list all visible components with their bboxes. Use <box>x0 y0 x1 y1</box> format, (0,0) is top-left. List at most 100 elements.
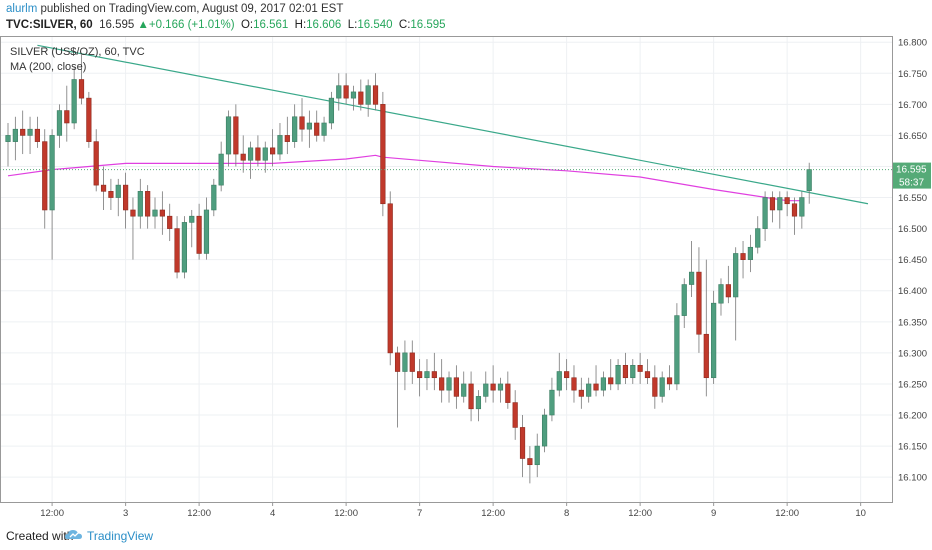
candle <box>424 359 430 391</box>
candle <box>372 73 379 111</box>
tradingview-brand-link[interactable]: TradingView <box>87 529 154 543</box>
y-tick-label: 16.700 <box>898 100 927 111</box>
candle <box>159 191 165 235</box>
publish-info: alurlm published on TradingView.com, Aug… <box>6 3 343 15</box>
candle-body-up <box>762 197 768 229</box>
open-label: O: <box>240 19 254 31</box>
candle-body-up <box>350 91 357 99</box>
x-tick-label: 12:00 <box>40 508 64 519</box>
candle-body-down <box>637 365 643 372</box>
candle <box>189 209 195 248</box>
candle-body-up <box>152 209 158 217</box>
candle-body-down <box>343 85 349 99</box>
candle-body-up <box>211 184 217 211</box>
x-tick-label: 7 <box>417 508 422 519</box>
y-tick-label: 16.300 <box>898 348 927 359</box>
candle <box>556 352 562 397</box>
candle <box>453 365 459 409</box>
candle-body-up <box>630 365 636 379</box>
price-chart[interactable]: 16.100 16.150 16.200 16.250 16.300 16.350 16.4… <box>0 36 932 522</box>
x-tick-label: 12:00 <box>775 508 799 519</box>
y-tick-label: 16.650 <box>898 131 927 142</box>
candle <box>27 116 33 155</box>
low-label: L: <box>347 19 358 31</box>
candle-body-up <box>292 116 298 142</box>
candle <box>475 390 482 422</box>
candle <box>255 135 261 167</box>
candle <box>262 141 268 173</box>
candle <box>34 116 41 148</box>
candle-body-up <box>27 128 33 136</box>
y-tick-label: 16.100 <box>898 473 927 484</box>
open-value: 16.561 <box>253 19 289 31</box>
candle-body-down <box>86 97 92 142</box>
candle <box>527 446 533 484</box>
candle <box>167 203 173 242</box>
candle-body-down <box>519 427 526 459</box>
candle-body-down <box>593 383 599 391</box>
candle <box>733 247 739 341</box>
candles <box>5 54 812 484</box>
close-value: 16.595 <box>410 19 446 31</box>
candle <box>314 110 320 142</box>
candle-body-down <box>791 203 798 217</box>
candle-body-up <box>799 197 805 217</box>
published-text: published on TradingView.com, August 09,… <box>37 3 344 15</box>
candle-body-up <box>688 271 695 285</box>
candle-body-down <box>42 141 48 211</box>
y-tick-label: 16.400 <box>898 286 927 297</box>
candle-body-up <box>137 191 143 217</box>
candle-body-down <box>387 203 393 354</box>
candle-body-down <box>299 116 305 130</box>
x-tick-label: 9 <box>711 508 716 519</box>
symbol-name: TVC:SILVER, 60 <box>6 19 93 31</box>
y-tick-label: 16.200 <box>898 411 927 422</box>
y-tick-label: 16.750 <box>898 69 927 80</box>
candle <box>769 191 776 223</box>
candle-body-up <box>402 352 408 372</box>
y-tick-label: 16.450 <box>898 255 927 266</box>
candle-body-up <box>747 246 753 260</box>
candle-body-down <box>578 389 584 397</box>
time-axis[interactable]: 12:00 3 12:00 4 12:00 7 12:00 8 12:00 9 12:00 10 <box>40 502 866 519</box>
candle <box>409 340 415 384</box>
candle <box>130 197 136 260</box>
candle-body-down <box>240 153 246 161</box>
candle-body-up <box>115 184 121 198</box>
candle <box>20 110 26 155</box>
trendline[interactable] <box>37 44 869 205</box>
last-price-tag: 16.595 58:37 <box>893 162 931 189</box>
symbol-info: TVC:SILVER, 60 16.595 ▲+0.166 (+1.01%) O… <box>6 19 446 31</box>
candle <box>431 352 437 391</box>
candle <box>12 116 18 161</box>
candle <box>387 191 393 366</box>
candle-body-up <box>718 284 724 304</box>
candle-body-up <box>181 222 188 273</box>
candle-body-up <box>586 383 592 397</box>
candle-body-down <box>314 122 320 136</box>
candle-body-up <box>336 85 342 99</box>
author-link[interactable]: alurlm <box>6 3 38 15</box>
candle <box>42 129 48 229</box>
price-axis[interactable]: 16.100 16.150 16.200 16.250 16.300 16.350 16.4… <box>898 38 927 484</box>
candle <box>174 216 180 279</box>
candle-body-up <box>733 253 739 298</box>
candle-body-down <box>380 104 386 205</box>
candle <box>181 216 188 279</box>
candle-body-down <box>564 371 570 379</box>
legend-symbol[interactable]: SILVER (US$/OZ), 60, TVC <box>10 46 145 58</box>
chart-header: alurlm published on TradingView.com, Aug… <box>0 0 932 36</box>
candle-body-up <box>218 153 224 186</box>
candle <box>402 340 408 391</box>
legend-indicator[interactable]: MA (200, close) <box>10 61 86 73</box>
x-tick-label: 12:00 <box>628 508 652 519</box>
candle <box>688 241 695 297</box>
close-label: C: <box>398 19 411 31</box>
candle <box>799 191 805 229</box>
y-tick-label: 16.500 <box>898 224 927 235</box>
candle <box>439 359 445 403</box>
candle-body-up <box>328 97 335 124</box>
candle-body-down <box>608 377 614 385</box>
candle-body-up <box>12 128 18 142</box>
trendline-segment[interactable] <box>37 44 869 205</box>
